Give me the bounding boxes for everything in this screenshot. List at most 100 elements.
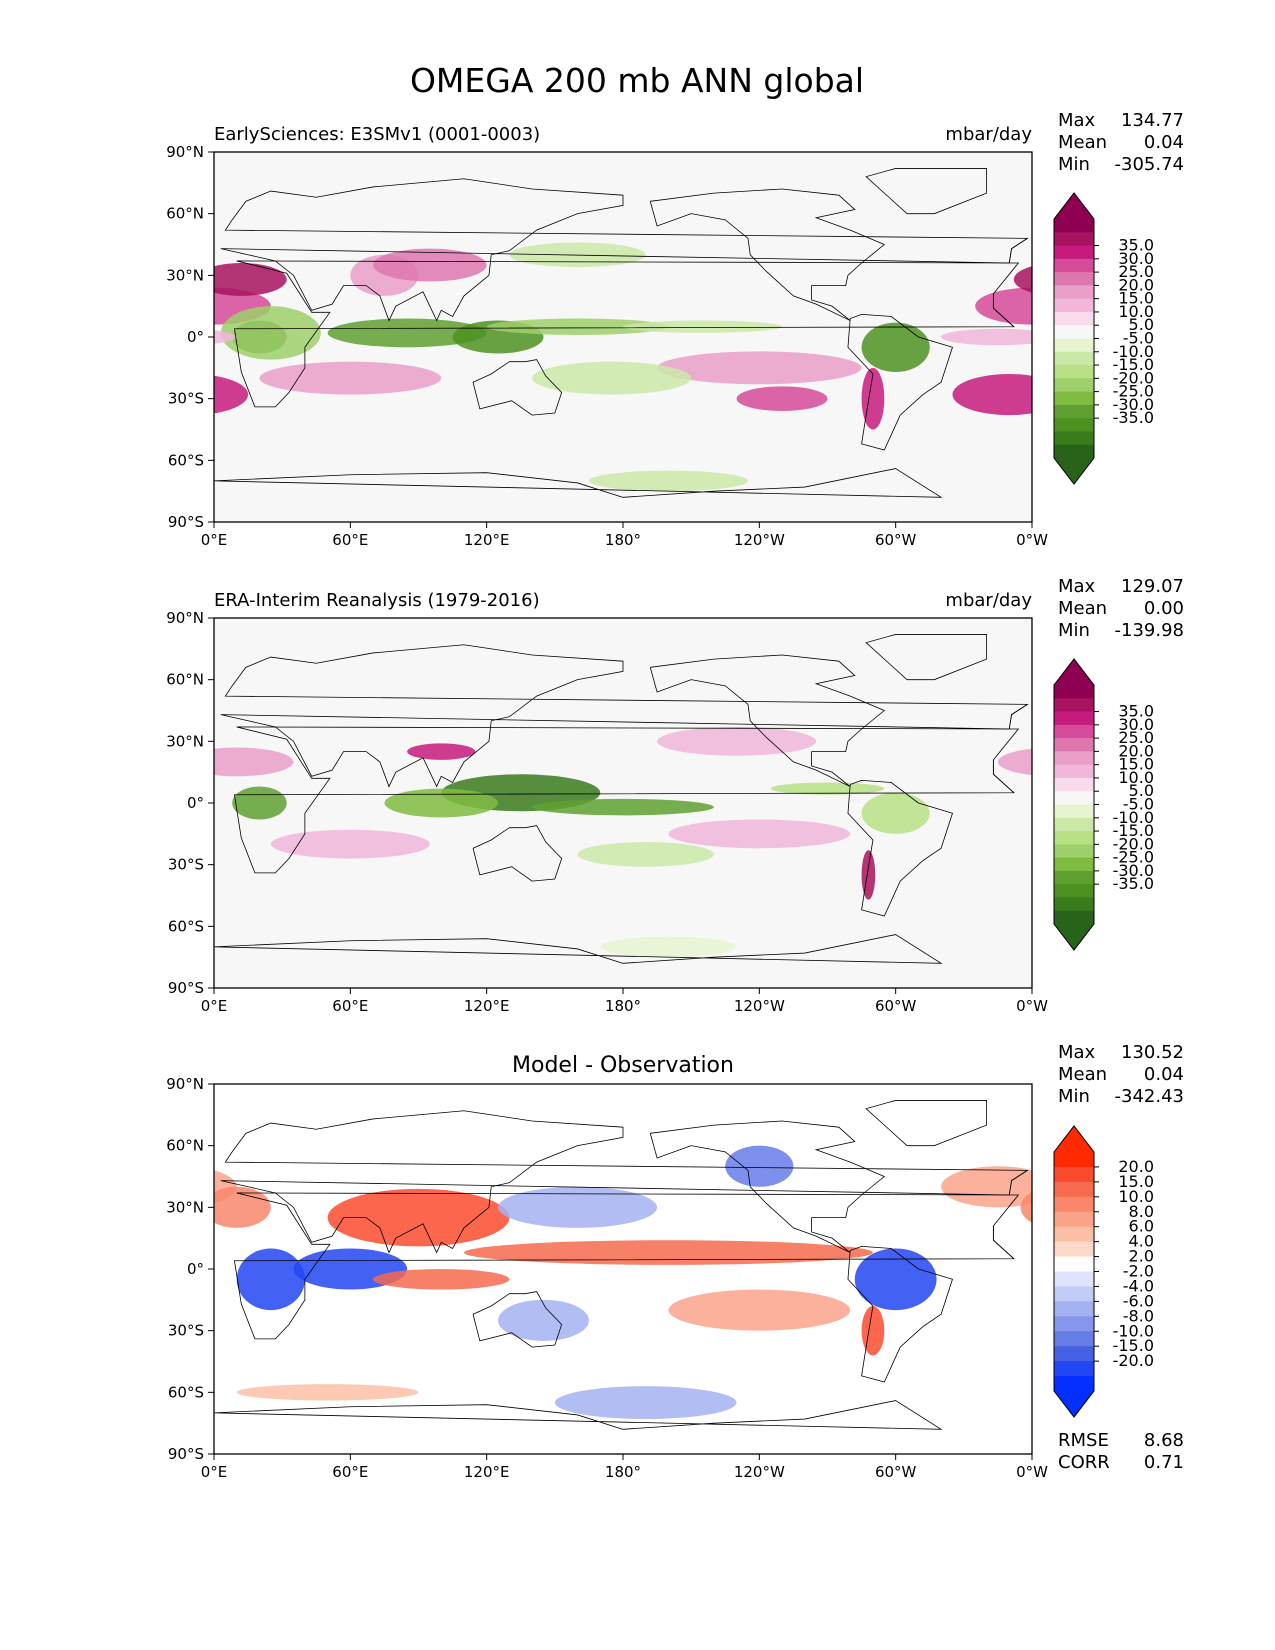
stat-value: 0.04 bbox=[1144, 132, 1184, 153]
colorbar-segment bbox=[1054, 1316, 1094, 1332]
panel-2: 0°E 60°E 120°E 180° 120°W 60°W 0°W 90°N 60°N 30°N… bbox=[166, 576, 1184, 1015]
colorbar-segment bbox=[1054, 777, 1094, 792]
field-contour-10 bbox=[623, 320, 783, 333]
colorbar-segment bbox=[1054, 1376, 1094, 1392]
y-tick-label: 60°S bbox=[168, 917, 204, 935]
field-contour-1 bbox=[232, 786, 287, 820]
field-contour-14 bbox=[657, 351, 862, 385]
y-tick-label: 60°S bbox=[168, 451, 204, 469]
field-contour-2 bbox=[236, 1248, 305, 1311]
field-contour-6 bbox=[373, 248, 487, 282]
y-tick-label: 90°S bbox=[168, 513, 204, 531]
x-tick-label: 120°E bbox=[464, 997, 510, 1015]
colorbar-label: 25.0 bbox=[1118, 262, 1154, 281]
x-tick-label: 0°E bbox=[201, 997, 228, 1015]
coastline-0 bbox=[233, 1192, 1020, 1340]
stat-value: 129.07 bbox=[1121, 576, 1184, 597]
figure-title: OMEGA 200 mb ANN global bbox=[410, 61, 864, 100]
coastline-0 bbox=[233, 260, 1020, 408]
stat-label: Min bbox=[1058, 1086, 1090, 1107]
coastlines bbox=[214, 1100, 1029, 1430]
x-tick-label: 120°W bbox=[734, 997, 785, 1015]
coastline-5 bbox=[214, 1400, 943, 1430]
colorbar-segment bbox=[1054, 1166, 1094, 1183]
colorbar-label: -10.0 bbox=[1113, 1321, 1154, 1340]
coastline-1 bbox=[220, 178, 1029, 322]
field-contour-5 bbox=[861, 1306, 885, 1356]
colorbar-label: 15.0 bbox=[1118, 1172, 1154, 1191]
field-contour-9 bbox=[554, 1386, 737, 1420]
colorbar-segment bbox=[1054, 1211, 1094, 1228]
coastline-wrap-0 bbox=[992, 1225, 1015, 1260]
coastline-4 bbox=[472, 825, 563, 882]
y-tick-label: 0° bbox=[187, 1260, 204, 1278]
y-tick-label: 90°N bbox=[166, 143, 204, 161]
colorbar-top-cap bbox=[1054, 193, 1094, 219]
coastline-3 bbox=[847, 779, 953, 917]
field-contour-12 bbox=[861, 367, 885, 430]
y-tick-label: 60°N bbox=[166, 205, 204, 223]
stat-label: Max bbox=[1058, 576, 1096, 597]
field-contour-0 bbox=[214, 747, 294, 777]
colorbar-segment bbox=[1054, 857, 1094, 872]
stat-label: Min bbox=[1058, 154, 1090, 175]
colorbar-bottom-cap bbox=[1054, 924, 1094, 950]
coastline-3 bbox=[847, 1245, 953, 1383]
panel-title: ERA-Interim Reanalysis (1979-2016) bbox=[214, 590, 540, 611]
coastline-6 bbox=[865, 1100, 987, 1147]
coastline-6 bbox=[865, 634, 987, 681]
colorbar: 20.015.010.08.06.04.02.0-2.0-4.0-6.0-8.0… bbox=[1053, 1125, 1154, 1418]
colorbar-label: 35.0 bbox=[1118, 236, 1154, 255]
metric-label: CORR bbox=[1058, 1452, 1110, 1473]
y-tick-label: 0° bbox=[187, 328, 204, 346]
x-tick-label: 60°E bbox=[332, 1463, 368, 1481]
field-contour-8 bbox=[270, 829, 430, 859]
field-contour-4 bbox=[220, 306, 321, 360]
field-contour-7 bbox=[327, 318, 487, 348]
colorbar-label: -10.0 bbox=[1113, 808, 1154, 827]
colorbar-label: -15.0 bbox=[1113, 1336, 1154, 1355]
field-contour-15 bbox=[532, 361, 692, 395]
colorbar-top-cap bbox=[1054, 659, 1094, 685]
y-tick-label: 30°N bbox=[166, 1198, 204, 1216]
colorbar-segment bbox=[1054, 884, 1094, 898]
colorbar-segment bbox=[1054, 245, 1094, 260]
field-contour-13 bbox=[259, 361, 442, 395]
stat-value: 134.77 bbox=[1121, 110, 1184, 131]
colorbar-label: -30.0 bbox=[1113, 861, 1154, 880]
colorbar-segment bbox=[1054, 685, 1094, 699]
coastline-5 bbox=[214, 468, 943, 498]
coastline-2 bbox=[649, 188, 886, 321]
colorbar-top-cap bbox=[1054, 1126, 1094, 1152]
colorbar-label: 20.0 bbox=[1118, 275, 1154, 294]
colorbar-segment bbox=[1054, 844, 1094, 859]
colorbar-segment bbox=[1054, 817, 1094, 832]
colorbar-segment bbox=[1054, 751, 1094, 766]
colorbar-label: -5.0 bbox=[1123, 329, 1154, 348]
colorbar-segment bbox=[1054, 698, 1094, 713]
colorbar-segment bbox=[1054, 285, 1094, 300]
field-contour-11 bbox=[861, 322, 930, 372]
field-contour-13 bbox=[657, 726, 817, 756]
colorbar-label: -25.0 bbox=[1113, 848, 1154, 867]
coastline-wrap-0 bbox=[992, 293, 1015, 328]
colorbar-outline bbox=[1053, 658, 1095, 951]
field-contour-9 bbox=[668, 819, 851, 849]
y-tick-label: 60°N bbox=[166, 671, 204, 689]
stat-value: 0.04 bbox=[1144, 1064, 1184, 1085]
x-tick-label: 60°W bbox=[875, 1463, 917, 1481]
colorbar-label: 15.0 bbox=[1118, 289, 1154, 308]
colorbar-label: 20.0 bbox=[1118, 741, 1154, 760]
colorbar-segment bbox=[1054, 272, 1094, 286]
panel-1: 0°E 60°E 120°E 180° 120°W 60°W 0°W 90°N 60°N 30°N… bbox=[166, 110, 1184, 549]
colorbar-label: 30.0 bbox=[1118, 715, 1154, 734]
colorbar-label: -20.0 bbox=[1113, 1351, 1154, 1370]
colorbar-label: -5.0 bbox=[1123, 795, 1154, 814]
colorbar-segment bbox=[1054, 738, 1094, 752]
field-contour-7 bbox=[668, 1289, 851, 1331]
colorbar-label: -30.0 bbox=[1113, 395, 1154, 414]
colorbar-label: 25.0 bbox=[1118, 728, 1154, 747]
field-contour-14 bbox=[214, 1186, 271, 1228]
y-tick-label: 30°N bbox=[166, 266, 204, 284]
colorbar-label: 5.0 bbox=[1129, 315, 1154, 334]
